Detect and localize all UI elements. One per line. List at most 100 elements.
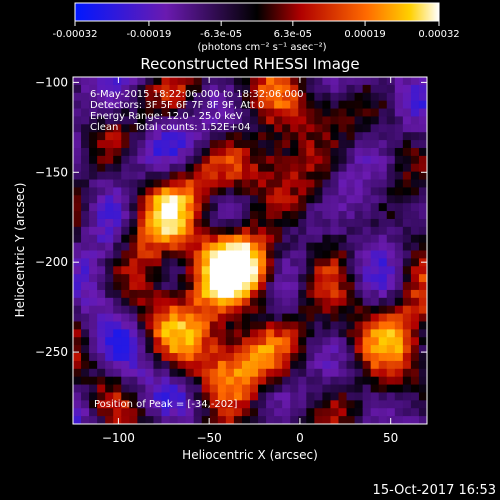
heatmap-cell	[217, 218, 227, 228]
heatmap-cell	[282, 353, 291, 362]
heatmap-cell	[97, 116, 106, 125]
heatmap-cell	[209, 226, 219, 236]
heatmap-cell	[370, 250, 380, 259]
heatmap-cell	[378, 337, 388, 346]
heatmap-cell	[402, 329, 412, 338]
heatmap-cell	[290, 337, 299, 346]
heatmap-cell	[217, 234, 227, 244]
heatmap-cell	[89, 266, 98, 275]
heatmap-cell	[354, 218, 364, 228]
heatmap-cell	[330, 84, 340, 94]
heatmap-cell	[129, 234, 138, 244]
heatmap-cell	[153, 368, 163, 378]
heatmap-cell	[217, 163, 227, 173]
heatmap-cell	[137, 132, 147, 141]
heatmap-cell	[282, 171, 291, 181]
heatmap-cell	[225, 337, 235, 346]
heatmap-cell	[346, 416, 356, 424]
heatmap-cell	[153, 226, 163, 236]
heatmap-cell	[322, 203, 332, 212]
heatmap-cell	[306, 376, 315, 386]
heatmap-cell	[402, 368, 412, 378]
heatmap-cell	[185, 218, 195, 228]
heatmap-cell	[97, 353, 106, 362]
heatmap-cell	[97, 77, 106, 86]
heatmap-cell	[233, 242, 243, 252]
heatmap-cell	[386, 321, 396, 330]
heatmap-cell	[137, 376, 147, 386]
heatmap-cell	[402, 92, 412, 102]
heatmap-cell	[266, 416, 275, 424]
heatmap-cell	[129, 92, 138, 102]
heatmap-cell	[177, 147, 187, 157]
heatmap-cell	[274, 140, 283, 149]
heatmap-cell	[418, 313, 427, 323]
heatmap-cell	[386, 179, 396, 189]
heatmap-cell	[362, 329, 372, 338]
heatmap-cell	[346, 321, 356, 330]
heatmap-cell	[306, 84, 315, 94]
heatmap-cell	[81, 392, 90, 401]
heatmap-cell	[418, 337, 427, 346]
heatmap-cell	[233, 266, 243, 275]
heatmap-cell	[322, 226, 332, 236]
heatmap-cell	[217, 353, 227, 362]
heatmap-cell	[89, 392, 98, 401]
heatmap-cell	[177, 337, 187, 346]
heatmap-cell	[217, 258, 227, 267]
heatmap-cell	[370, 392, 380, 401]
heatmap-cell	[225, 234, 235, 244]
heatmap-cell	[169, 195, 179, 204]
heatmap-cell	[410, 100, 420, 110]
heatmap-cell	[282, 408, 291, 417]
heatmap-cell	[306, 392, 315, 401]
heatmap-cell	[282, 179, 291, 189]
heatmap-cell	[258, 132, 267, 141]
heatmap-cell	[346, 258, 356, 267]
heatmap-cell	[145, 321, 155, 330]
heatmap-cell	[137, 368, 147, 378]
heatmap-cell	[306, 77, 315, 86]
heatmap-cell	[386, 289, 396, 299]
heatmap-cell	[250, 329, 259, 338]
heatmap-cell	[354, 416, 364, 424]
heatmap-cell	[282, 282, 291, 291]
heatmap-cell	[145, 84, 155, 94]
heatmap-cell	[322, 416, 332, 424]
heatmap-cell	[89, 195, 98, 204]
heatmap-cell	[209, 297, 219, 307]
heatmap-cell	[378, 360, 388, 370]
heatmap-cell	[418, 250, 427, 259]
heatmap-cell	[250, 297, 259, 307]
heatmap-cell	[338, 337, 348, 346]
heatmap-cell	[370, 266, 380, 275]
heatmap-cell	[258, 313, 267, 323]
heatmap-cell	[97, 392, 106, 401]
heatmap-cell	[266, 345, 275, 354]
heatmap-cell	[145, 77, 155, 86]
heatmap-cell	[193, 329, 203, 338]
heatmap-cell	[418, 203, 427, 212]
heatmap-cell	[121, 400, 130, 409]
heatmap-cell	[370, 258, 380, 267]
heatmap-cell	[193, 313, 203, 323]
heatmap-cell	[129, 384, 138, 394]
heatmap-cell	[306, 100, 315, 110]
heatmap-cell	[161, 392, 171, 401]
heatmap-cell	[386, 305, 396, 315]
heatmap-cell	[169, 226, 179, 236]
heatmap-cell	[250, 195, 259, 204]
heatmap-cell	[121, 368, 130, 378]
heatmap-cell	[394, 147, 404, 157]
heatmap-cell	[370, 360, 380, 370]
heatmap-cell	[346, 140, 356, 149]
heatmap-cell	[161, 250, 171, 259]
heatmap-cell	[209, 203, 219, 212]
heatmap-cell	[241, 289, 251, 299]
heatmap-cell	[97, 376, 106, 386]
heatmap-cell	[418, 218, 427, 228]
heatmap-cell	[129, 376, 138, 386]
heatmap-cell	[362, 282, 372, 291]
heatmap-cell	[233, 77, 243, 86]
heatmap-cell	[250, 203, 259, 212]
